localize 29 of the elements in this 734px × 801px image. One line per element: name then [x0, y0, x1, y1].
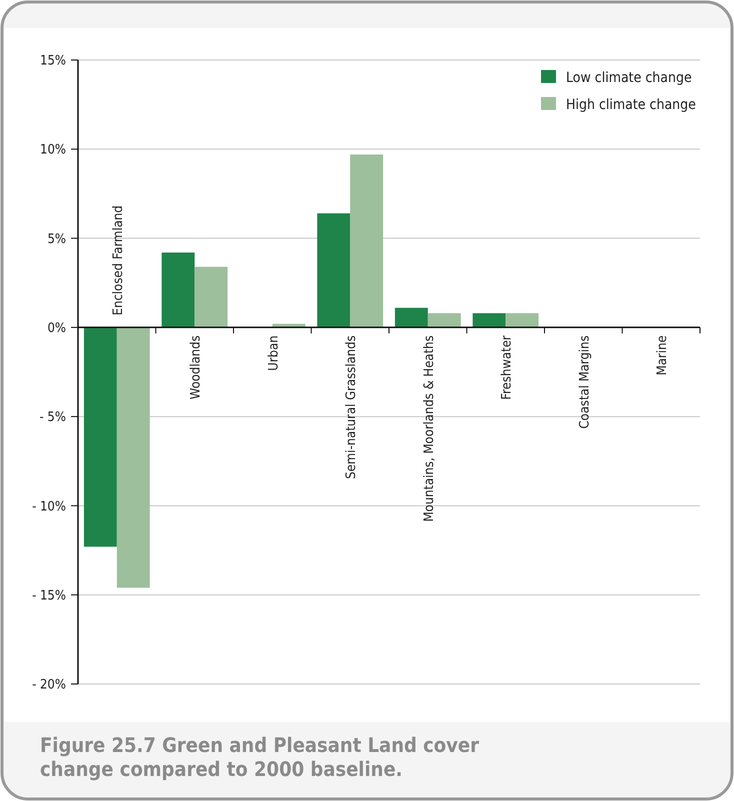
text: Figure 25.7 Green and Pleasant Land cover change compared to 2000 baseline. [40, 733, 480, 781]
x-tick-label: Marine [655, 335, 670, 376]
x-tick-label: Urban [266, 335, 282, 371]
x-tick-label: Enclosed Farmland [110, 205, 126, 316]
x-tick-label: Woodlands [188, 335, 204, 400]
bar [84, 327, 117, 547]
bar [506, 313, 539, 328]
bar [472, 313, 506, 328]
y-tick-label: - 20% [32, 678, 66, 693]
x-tick-label: Freshwater [500, 335, 515, 400]
bar [394, 308, 428, 328]
bar [350, 154, 384, 328]
y-tick-label: 0% [47, 320, 66, 336]
bar [162, 252, 195, 328]
legend-label: Low climate change [566, 70, 692, 86]
y-tick-label: - 15% [32, 588, 66, 604]
y-tick-label: - 5% [40, 410, 66, 426]
x-tick-label: Semi-natural Grasslands [344, 335, 360, 480]
bar [116, 327, 150, 588]
legend-label: High climate change [566, 96, 696, 113]
x-tick-label: Coastal Margins [577, 335, 592, 429]
x-tick-label: Mountains, Moorlands & Heaths [422, 335, 437, 522]
y-tick-label: - 10% [32, 499, 66, 514]
y-tick-label: 15% [40, 54, 66, 69]
bar [428, 313, 461, 328]
y-tick-label: 10% [40, 142, 66, 158]
y-tick-label: 5% [47, 232, 66, 247]
bar [194, 266, 228, 328]
bar [317, 213, 350, 328]
